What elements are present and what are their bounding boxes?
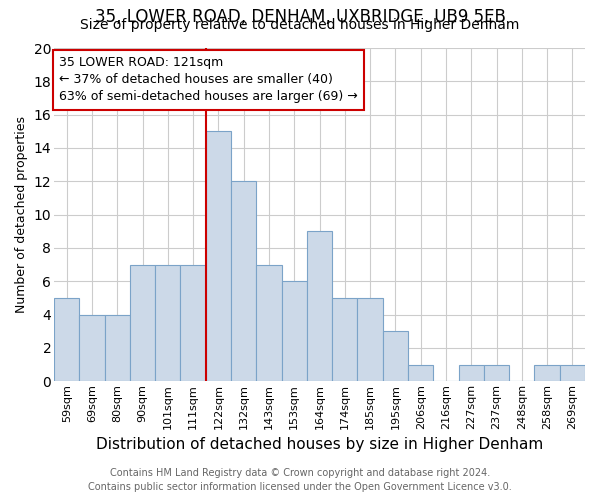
Bar bbox=[535, 364, 560, 382]
Bar bbox=[358, 298, 383, 382]
Bar bbox=[54, 298, 79, 382]
Bar bbox=[458, 364, 484, 382]
Bar bbox=[256, 264, 281, 382]
Bar bbox=[408, 364, 433, 382]
Bar bbox=[181, 264, 206, 382]
Bar bbox=[281, 282, 307, 382]
Bar bbox=[484, 364, 509, 382]
Text: 35, LOWER ROAD, DENHAM, UXBRIDGE, UB9 5EB: 35, LOWER ROAD, DENHAM, UXBRIDGE, UB9 5E… bbox=[95, 8, 505, 26]
Text: Contains HM Land Registry data © Crown copyright and database right 2024.
Contai: Contains HM Land Registry data © Crown c… bbox=[88, 468, 512, 492]
X-axis label: Distribution of detached houses by size in Higher Denham: Distribution of detached houses by size … bbox=[96, 438, 543, 452]
Bar bbox=[79, 314, 104, 382]
Bar bbox=[231, 182, 256, 382]
Bar bbox=[155, 264, 181, 382]
Text: Size of property relative to detached houses in Higher Denham: Size of property relative to detached ho… bbox=[80, 18, 520, 32]
Text: 35 LOWER ROAD: 121sqm
← 37% of detached houses are smaller (40)
63% of semi-deta: 35 LOWER ROAD: 121sqm ← 37% of detached … bbox=[59, 56, 358, 104]
Bar bbox=[383, 332, 408, 382]
Bar bbox=[206, 132, 231, 382]
Bar bbox=[130, 264, 155, 382]
Bar bbox=[560, 364, 585, 382]
Bar bbox=[104, 314, 130, 382]
Bar bbox=[332, 298, 358, 382]
Bar bbox=[307, 232, 332, 382]
Y-axis label: Number of detached properties: Number of detached properties bbox=[15, 116, 28, 313]
